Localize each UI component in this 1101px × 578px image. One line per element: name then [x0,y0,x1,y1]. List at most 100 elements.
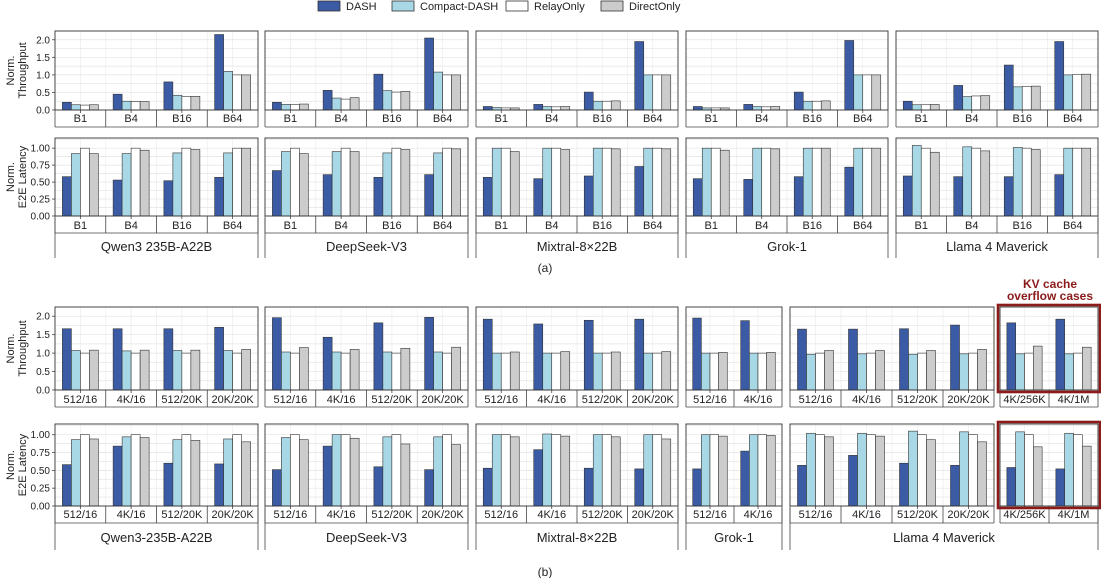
legend-label-dash: DASH [346,1,377,13]
bar-pa-latency-qwen3-235b-a22b-b4-relayonly [130,147,141,217]
xtick-label-pb-throughput-qwen3-235b-a22b-512-16: 512/16 [64,394,98,406]
bar-pb-throughput-deepseek-v3-512-16-dash [272,317,282,391]
bar-pa-throughput-grok-1-b16-relayonly [811,100,822,111]
bar-pb-latency-llama-4-maverick-kv-4k-256k-directonly [1033,446,1043,507]
xtick-label-pb-latency-mixtral-8-22b-4k-16: 4K/16 [537,509,566,521]
ytick-label-b-latency: 0.25 [31,484,51,495]
ylabel-line-b-latency: Norm. [5,450,17,480]
bar-pb-latency-deepseek-v3-4k-16-directonly [349,437,360,507]
bar-pb-throughput-grok-1-4k-16-compact-dash [749,352,759,391]
frame-pa-latency-mixtral-8-22b [475,137,679,217]
bar-pb-latency-mixtral-8-22b-512-20k-dash [583,467,594,507]
bar-pa-throughput-qwen3-235b-a22b-b1-dash [62,101,72,111]
bar-pb-throughput-mixtral-8-22b-512-20k-compact-dash [592,352,603,391]
bar-pa-throughput-deepseek-v3-b64-compact-dash [433,71,443,111]
bar-pa-throughput-deepseek-v3-b16-dash [373,73,384,111]
bar-pa-latency-llama-4-maverick-b16-directonly [1030,149,1041,217]
bar-pa-throughput-deepseek-v3-b64-relayonly [442,74,452,111]
ytick-label-b-throughput: 2.0 [36,312,50,323]
bar-pb-throughput-deepseek-v3-20k-20k-directonly [451,346,461,391]
bar-pa-throughput-llama-4-maverick-b64-directonly [1081,73,1092,111]
frame-pb-throughput-llama-4-maverick-kv [999,306,1099,391]
bar-pa-latency-deepseek-v3-b16-dash [373,177,384,217]
xtick-label-pb-throughput-deepseek-v3-512-16: 512/16 [274,394,308,406]
xtick-label-pa-latency-grok-1-b16: B16 [802,220,822,232]
bar-pa-latency-grok-1-b4-directonly [770,148,781,217]
bar-pb-throughput-llama-4-maverick-4k-16-relayonly [866,352,876,391]
kv-highlight-pb-latency-llama-4-maverick-kv [996,420,1101,510]
xtick-label-pa-throughput-grok-1-b1: B1 [705,113,718,125]
bar-pb-throughput-grok-1-4k-16-dash [740,320,750,391]
bar-pa-latency-llama-4-maverick-b1-relayonly [920,147,931,217]
model-label-a-qwen3-235b-a22b: Qwen3 235B-A22B [101,239,212,254]
bar-pb-throughput-mixtral-8-22b-512-16-compact-dash [491,352,502,391]
xtick-label-pb-latency-grok-1-512-16: 512/16 [693,509,727,521]
bar-pa-latency-qwen3-235b-a22b-b16-directonly [190,149,201,217]
bar-pa-latency-grok-1-b1-dash [692,178,703,217]
bar-pa-throughput-qwen3-235b-a22b-b16-directonly [190,96,201,111]
bar-pb-throughput-grok-1-512-16-compact-dash [701,352,711,391]
subplot-pa-latency-mixtral-8-22b: B1 B4 B16 B64 [475,137,679,234]
bar-pb-latency-deepseek-v3-4k-16-dash [322,445,333,507]
bar-pa-latency-grok-1-b64-compact-dash [853,147,864,217]
bar-pb-throughput-qwen3-235b-a22b-20k-20k-compact-dash [223,350,233,391]
bar-pa-latency-deepseek-v3-b16-directonly [400,149,411,217]
bar-pa-latency-mixtral-8-22b-b1-compact-dash [491,147,502,217]
bar-pa-latency-grok-1-b64-relayonly [862,147,873,217]
xtick-label-pb-throughput-mixtral-8-22b-512-16: 512/16 [484,394,518,406]
bar-pb-latency-llama-4-maverick-20k-20k-dash [950,465,960,507]
bar-pb-throughput-deepseek-v3-4k-16-compact-dash [331,351,342,391]
bar-pb-throughput-qwen3-235b-a22b-512-16-relayonly [80,352,90,391]
bar-pb-latency-llama-4-maverick-512-20k-compact-dash [908,430,918,507]
xtick-label-pa-latency-mixtral-8-22b-b4: B4 [545,220,558,232]
bar-pa-latency-deepseek-v3-b4-dash [322,174,333,217]
bar-pb-throughput-llama-4-maverick-kv-4k-256k-directonly [1033,345,1043,391]
model-label-b-mixtral-8-22b: Mixtral-8×22B [537,530,618,545]
xtick-label-pa-latency-mixtral-8-22b-b64: B64 [643,220,663,232]
subplot-pb-latency-deepseek-v3: 512/16 4K/16 512/20K 20K/20K [264,423,469,524]
xtick-label-pb-throughput-mixtral-8-22b-4k-16: 4K/16 [537,394,566,406]
ylabel-line-b-throughput: Throughput [17,320,29,376]
bar-pb-latency-llama-4-maverick-512-20k-directonly [926,439,936,507]
ytick-label-a-latency: 0.50 [31,178,51,189]
bar-pb-throughput-qwen3-235b-a22b-512-20k-directonly [190,349,201,391]
bar-pa-throughput-qwen3-235b-a22b-b16-compact-dash [172,94,183,111]
frame-pb-throughput-llama-4-maverick [789,306,995,391]
bar-pa-throughput-mixtral-8-22b-b1-dash [482,106,493,111]
bar-pa-throughput-deepseek-v3-b1-directonly [299,103,309,111]
bar-pa-latency-deepseek-v3-b1-compact-dash [281,151,291,217]
frame-pa-latency-grok-1 [685,137,889,217]
legend-label-directonly: DirectOnly [629,1,681,13]
bar-pb-throughput-mixtral-8-22b-512-16-directonly [509,351,520,391]
xtick-label-pb-latency-llama-4-maverick-4k-16: 4K/16 [852,509,881,521]
bar-pb-latency-grok-1-512-16-relayonly [709,434,719,507]
bar-pa-throughput-llama-4-maverick-b64-dash [1054,41,1065,111]
xtick-label-pa-latency-qwen3-235b-a22b-b64: B64 [223,220,243,232]
bar-pa-latency-qwen3-235b-a22b-b16-compact-dash [172,152,183,217]
bar-pa-latency-mixtral-8-22b-b64-relayonly [652,147,663,217]
bar-pa-throughput-grok-1-b4-relayonly [761,106,772,111]
bar-pa-latency-grok-1-b4-dash [743,179,754,217]
bar-pb-throughput-qwen3-235b-a22b-4k-16-compact-dash [121,350,132,391]
model-label-a-mixtral-8-22b: Mixtral-8×22B [537,239,618,254]
bar-pb-throughput-mixtral-8-22b-4k-16-compact-dash [542,352,553,391]
bar-pb-throughput-grok-1-512-16-dash [692,317,702,391]
bar-pa-latency-mixtral-8-22b-b16-dash [583,175,594,217]
bar-pa-latency-mixtral-8-22b-b4-compact-dash [542,147,553,217]
bar-pb-throughput-deepseek-v3-4k-16-relayonly [340,352,351,391]
bar-pa-latency-deepseek-v3-b4-compact-dash [331,151,342,217]
xtick-label-pb-throughput-llama-4-maverick-kv-4k-256k: 4K/256K [1003,394,1046,406]
xtick-label-pb-throughput-qwen3-235b-a22b-4k-16: 4K/16 [117,394,146,406]
model-label-b-qwen3-235b-a22b: Qwen3-235B-A22B [100,530,212,545]
bar-pa-latency-mixtral-8-22b-b4-dash [533,178,544,217]
ytick-label-a-throughput: 1.0 [36,70,50,81]
ylabel-line-a-throughput: Norm. [5,56,17,86]
bar-pb-throughput-llama-4-maverick-4k-16-dash [848,328,858,391]
xtick-label-pa-throughput-mixtral-8-22b-b16: B16 [592,113,612,125]
subplot-pb-throughput-qwen3-235b-a22b: 512/16 4K/16 512/20K 20K/20K [54,306,259,408]
bar-pa-throughput-mixtral-8-22b-b4-relayonly [551,106,562,111]
xtick-label-pa-throughput-llama-4-maverick-b4: B4 [965,113,978,125]
bar-pa-throughput-deepseek-v3-b4-directonly [349,97,360,111]
bar-pa-throughput-grok-1-b1-dash [692,106,703,111]
bar-pb-latency-deepseek-v3-512-16-relayonly [290,434,300,507]
